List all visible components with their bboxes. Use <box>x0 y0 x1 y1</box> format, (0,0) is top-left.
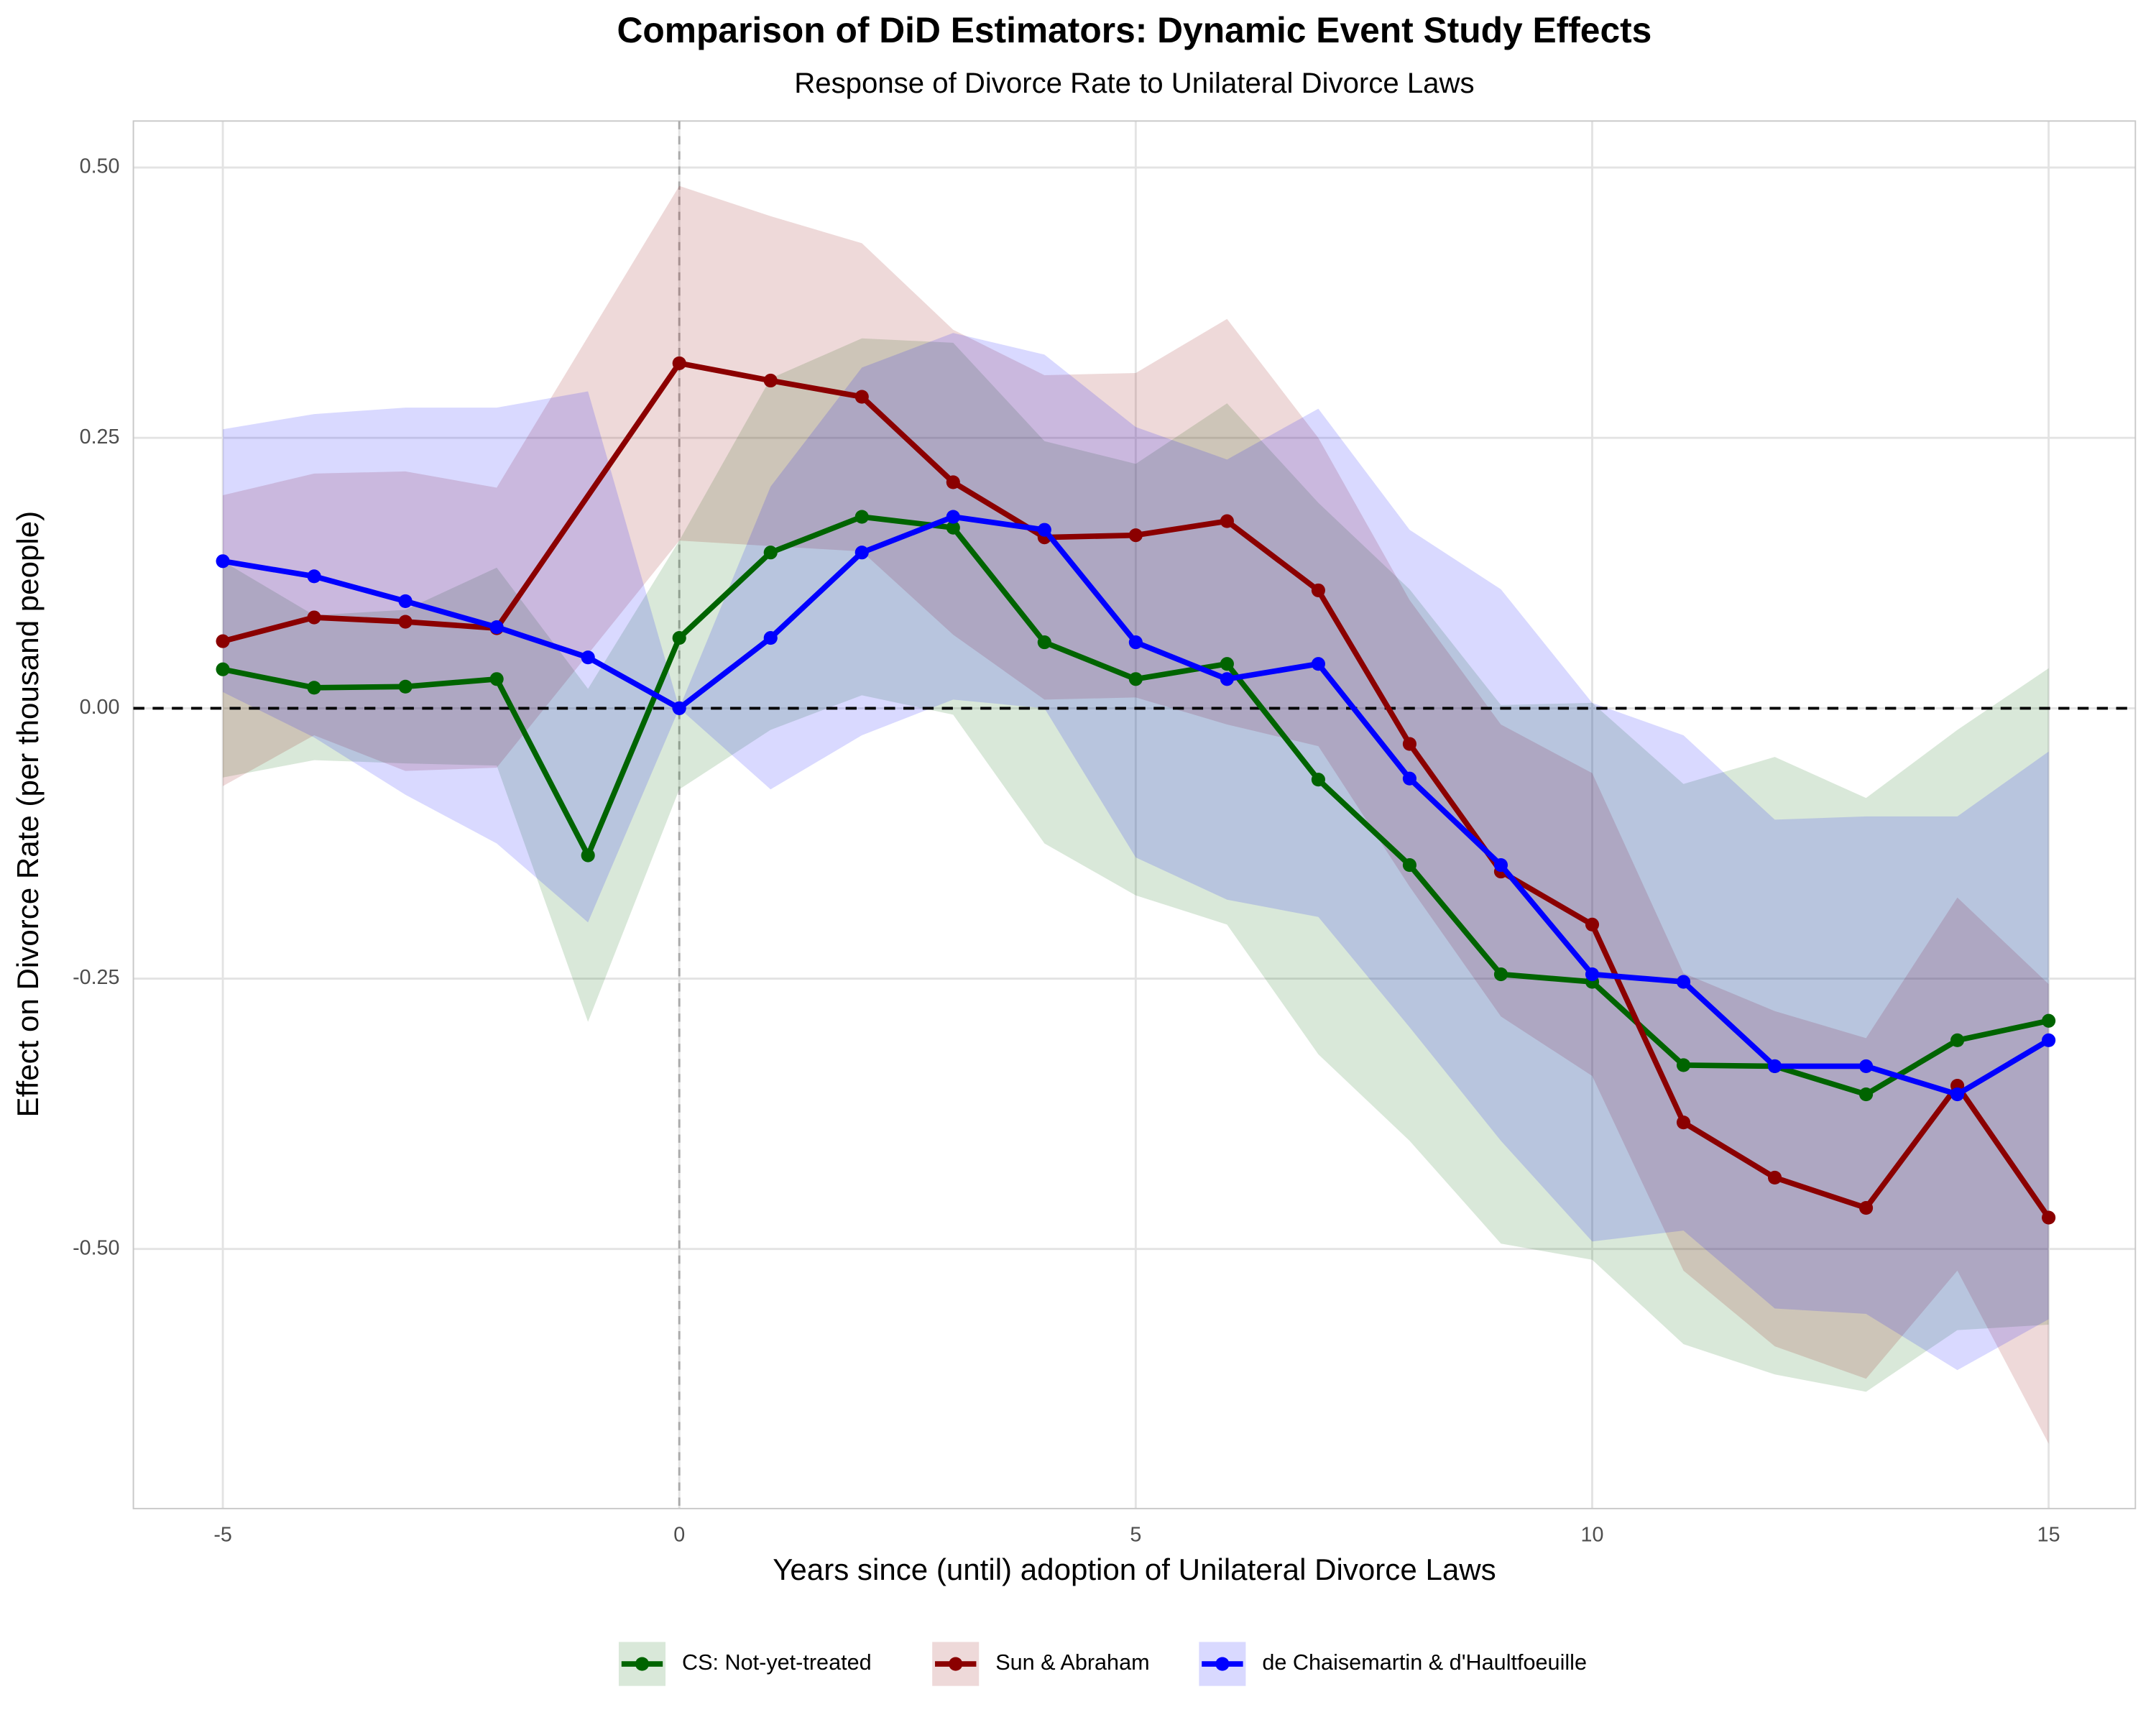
x-tick-label: 5 <box>1130 1524 1141 1547</box>
data-point <box>307 681 321 695</box>
y-axis-label: Effect on Divorce Rate (per thousand peo… <box>11 511 45 1118</box>
data-point <box>1220 514 1234 528</box>
data-point <box>398 594 413 609</box>
data-point <box>2042 1013 2056 1028</box>
y-tick-label: -0.50 <box>73 1236 119 1259</box>
data-point <box>946 520 960 535</box>
x-axis-label: Years since (until) adoption of Unilater… <box>773 1552 1496 1586</box>
data-point <box>1037 523 1051 537</box>
data-point <box>763 631 778 645</box>
data-point <box>854 510 869 524</box>
data-point <box>854 546 869 560</box>
chart-subtitle: Response of Divorce Rate to Unilateral D… <box>794 67 1474 99</box>
data-point <box>672 701 686 715</box>
data-point <box>1128 672 1143 686</box>
data-point <box>1128 528 1143 543</box>
x-tick-label: 0 <box>673 1524 685 1547</box>
data-point <box>946 475 960 489</box>
data-point <box>1950 1087 1965 1102</box>
data-point <box>854 390 869 404</box>
data-point <box>581 848 595 862</box>
data-point <box>216 634 230 648</box>
data-point <box>763 546 778 560</box>
data-point <box>946 510 960 524</box>
data-point <box>1402 858 1416 873</box>
data-point <box>1767 1170 1782 1184</box>
legend-label: Sun & Abraham <box>995 1650 1149 1675</box>
data-point <box>1220 672 1234 686</box>
legend-key-point <box>635 1657 650 1671</box>
data-point <box>1402 737 1416 751</box>
legend-label: de Chaisemartin & d'Haultfoeuille <box>1262 1650 1587 1675</box>
confidence-band <box>223 333 2049 1371</box>
data-point <box>1676 1058 1691 1072</box>
data-point <box>672 631 686 645</box>
x-tick-label: -5 <box>213 1524 232 1547</box>
data-point <box>398 679 413 694</box>
data-point <box>1493 858 1508 873</box>
data-point <box>307 610 321 625</box>
y-tick-label: 0.25 <box>80 426 120 448</box>
series-line <box>222 360 2051 1220</box>
data-point <box>1859 1200 1874 1215</box>
confidence-band <box>223 338 2049 1392</box>
data-point <box>398 615 413 629</box>
legend-key-point <box>949 1657 963 1671</box>
data-point <box>1950 1033 1965 1047</box>
data-point <box>1585 917 1600 932</box>
data-point <box>1311 583 1325 597</box>
data-point <box>1676 975 1691 989</box>
plot-border <box>132 120 2137 1509</box>
legend: CS: Not-yet-treated Sun & Abraham de Chais… <box>618 1642 1587 1686</box>
x-tick-label: 15 <box>2037 1524 2060 1547</box>
legend-label: CS: Not-yet-treated <box>682 1650 872 1675</box>
data-point <box>1493 967 1508 982</box>
data-point <box>1859 1059 1874 1074</box>
data-point <box>1767 1059 1782 1074</box>
data-point <box>672 356 686 370</box>
data-point <box>489 672 504 686</box>
legend-key-point <box>1215 1657 1230 1671</box>
data-point <box>1585 967 1600 982</box>
data-point <box>1859 1087 1874 1102</box>
data-point <box>1037 635 1051 650</box>
data-point <box>216 554 230 569</box>
data-point <box>1311 773 1325 787</box>
data-point <box>1220 657 1234 671</box>
data-point <box>489 620 504 635</box>
data-point <box>216 662 230 676</box>
y-tick-label: 0.50 <box>80 155 120 178</box>
data-point <box>763 373 778 388</box>
data-point <box>307 569 321 584</box>
data-point <box>2042 1033 2056 1047</box>
chart-title: Comparison of DiD Estimators: Dynamic Ev… <box>617 10 1652 50</box>
data-point <box>1402 771 1416 786</box>
y-tick-label: -0.25 <box>73 966 119 989</box>
confidence-band <box>223 185 2049 1444</box>
data-point <box>1128 635 1143 650</box>
y-tick-label: 0.00 <box>80 696 120 719</box>
data-point <box>1311 657 1325 671</box>
data-point <box>2042 1210 2056 1225</box>
data-point <box>581 650 595 665</box>
x-tick-label: 10 <box>1581 1524 1604 1547</box>
data-point <box>1676 1116 1691 1130</box>
